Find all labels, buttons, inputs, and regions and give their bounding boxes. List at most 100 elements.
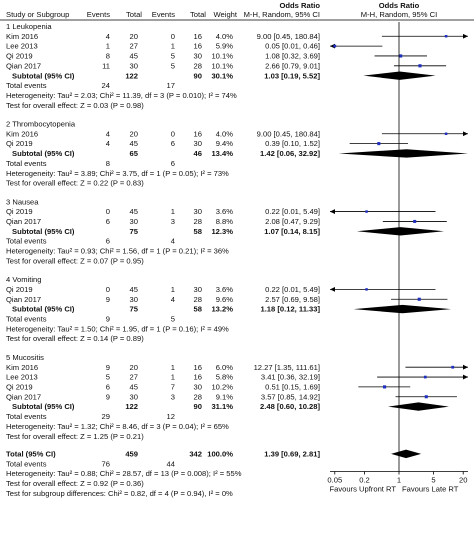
subgroup-4-study-1-weight: 3.6% [216,285,234,294]
subgroup-1-study-2-total-1: 27 [130,42,138,51]
subgroup-5-study-3-marker [382,385,387,389]
subgroup-5-subtotal-total-1: 122 [125,402,138,411]
subgroup-5-title: 5 Mucositis [6,353,44,362]
subgroup-1-subtotal-diamond [363,71,436,80]
x-tick-label-1: 0.05 [327,475,342,484]
subgroup-4-total-events-label: Total events [6,315,47,324]
subgroup-5-study-1-events-2: 1 [171,363,175,372]
subgroup-1-study-2-marker [333,44,337,48]
subgroup-2-study-1-ci-text: 9.00 [0.45, 180.84] [257,129,320,138]
x-tick-label-3: 1 [397,475,401,484]
subgroup-3-subtotal-total-2: 58 [194,227,202,236]
subgroup-1-study-1-weight: 4.0% [216,32,234,41]
header-study: Study or Subgroup [6,10,69,19]
subgroup-1-subtotal-total-1: 122 [125,71,138,80]
subgroup-3-study-1-marker [365,210,368,213]
subgroup-5-study-3-ci-text: 0.51 [0.15, 1.69] [265,383,320,392]
subgroup-2-total-events-label: Total events [6,159,47,168]
subgroup-5-study-1-ci-arrow-right [463,364,468,370]
subgroup-1-subtotal-label: Subtotal (95% CI) [12,71,75,80]
subgroup-3-study-2-total-1: 30 [130,217,138,226]
subgroup-4-total-events-1: 9 [106,315,110,324]
subgroup-5-subtotal-diamond [388,402,449,411]
header-plot-sub: M-H, Random, 95% CI [361,10,437,19]
subgroup-1-heterogeneity: Heterogeneity: Tau² = 2.03; Chi² = 11.39… [6,91,237,100]
header-total-2: Total [190,10,206,19]
subgroup-5-study-2-events-1: 5 [106,373,110,382]
subgroup-4-study-1-name: Qi 2019 [6,285,33,294]
subgroup-1-subtotal-weight: 30.1% [211,71,233,80]
header-or-sub: M-H, Random, 95% CI [244,10,320,19]
subgroup-3-study-1-name: Qi 2019 [6,207,33,216]
subgroup-5-subtotal-label: Subtotal (95% CI) [12,402,75,411]
subgroup-2-study-2-total-1: 45 [130,139,138,148]
subgroup-3-study-2-total-2: 28 [194,217,202,226]
subgroup-5-study-4-ci-text: 3.57 [0.85, 14.92] [261,392,320,401]
subgroup-3-subtotal-total-1: 75 [130,227,139,236]
subgroup-1-subtotal-total-2: 90 [194,71,202,80]
subgroup-3-study-1-ci-text: 0.22 [0.01, 5.49] [265,207,320,216]
subgroup-3-total-events-1: 6 [106,237,110,246]
subgroup-5-subtotal-weight: 31.1% [211,402,233,411]
subgroup-5-study-4-events-1: 9 [106,392,110,401]
subgroup-1-study-1-ci-arrow-right [463,33,468,39]
subgroup-3-study-1-total-2: 30 [194,207,202,216]
subgroup-5-overall-effect: Test for overall effect: Z = 1.25 (P = 0… [6,432,144,441]
subgroup-3-subtotal-diamond [356,227,444,236]
subgroup-3-total-events-2: 4 [171,237,175,246]
subgroup-1-study-4-total-2: 28 [194,61,202,70]
subgroup-1-study-1-name: Kim 2016 [6,32,38,41]
subgroup-1-study-1-events-2: 0 [171,32,175,41]
subgroup-1-title: 1 Leukopenia [6,22,52,31]
subgroup-2-study-2-total-2: 30 [194,139,202,148]
subgroup-2-total-events-2: 6 [171,159,175,168]
subgroup-1-subtotal-ci-text: 1.03 [0.19, 5.52] [264,71,320,80]
subgroup-4-subtotal-diamond [353,304,452,314]
overall-total-2: 342 [189,449,202,458]
subgroup-1-total-events-2: 17 [167,81,175,90]
subgroup-1-study-3-name: Qi 2019 [6,52,33,61]
subgroup-1-study-2-events-1: 1 [106,42,110,51]
subgroup-1-total-events-1: 24 [102,81,110,90]
subgroup-4-title: 4 Vomiting [6,275,41,284]
subgroup-3-subtotal-weight: 12.3% [211,227,233,236]
subgroup-2-study-2-ci-text: 0.39 [0.10, 1.52] [265,139,320,148]
subgroup-3-study-2-events-2: 3 [171,217,175,226]
subgroup-2-study-2-marker [377,142,381,146]
subgroup-4-study-2-total-2: 28 [194,295,202,304]
subgroup-1-study-3-events-2: 5 [171,52,175,61]
subgroup-2-subtotal-label: Subtotal (95% CI) [12,149,75,158]
subgroup-4-study-2-ci-text: 2.57 [0.69, 9.58] [265,295,320,304]
subgroup-1-study-4-name: Qian 2017 [6,61,41,70]
subgroup-4-subtotal-ci-text: 1.18 [0.12, 11.33] [260,305,320,314]
header-weight: Weight [214,10,238,19]
subgroup-2-study-1-weight: 4.0% [216,129,234,138]
subgroup-1-study-3-weight: 10.1% [211,52,233,61]
subgroup-5-study-3-events-1: 6 [106,383,110,392]
subgroup-2-study-2-events-2: 6 [171,139,175,148]
subgroup-1-study-1-total-1: 20 [130,32,138,41]
subgroup-2-study-1-name: Kim 2016 [6,129,38,138]
subgroup-5-study-1-total-1: 20 [130,363,138,372]
subgroup-4-study-1-marker [365,288,368,291]
subgroup-1-study-4-events-2: 5 [171,61,175,70]
subgroup-5-study-4-total-1: 30 [130,392,138,401]
subgroup-3-total-events-label: Total events [6,237,47,246]
subgroup-5-study-3-name: Qi 2019 [6,383,33,392]
subgroup-4-heterogeneity: Heterogeneity: Tau² = 1.50; Chi² = 1.95,… [6,324,229,333]
subgroup-5-total-events-2: 12 [167,412,175,421]
subgroup-4-study-2-name: Qian 2017 [6,295,41,304]
subgroup-3-study-1-events-2: 1 [171,207,175,216]
subgroup-3-study-1-weight: 3.6% [216,207,234,216]
x-tick-label-2: 0.2 [359,475,370,484]
subgroup-2-total-events-1: 8 [106,159,110,168]
header-plot-title: Odds Ratio [379,1,420,10]
subgroup-5-study-3-weight: 10.2% [211,383,233,392]
subgroup-1-study-3-total-1: 45 [130,52,138,61]
subgroup-5-study-1-events-1: 9 [106,363,110,372]
subgroup-4-study-1-total-2: 30 [194,285,202,294]
subgroup-3-overall-effect: Test for overall effect: Z = 0.07 (P = 0… [6,256,144,265]
subgroup-2-study-1-events-2: 0 [171,129,175,138]
subgroup-5-study-1-total-2: 16 [194,363,202,372]
